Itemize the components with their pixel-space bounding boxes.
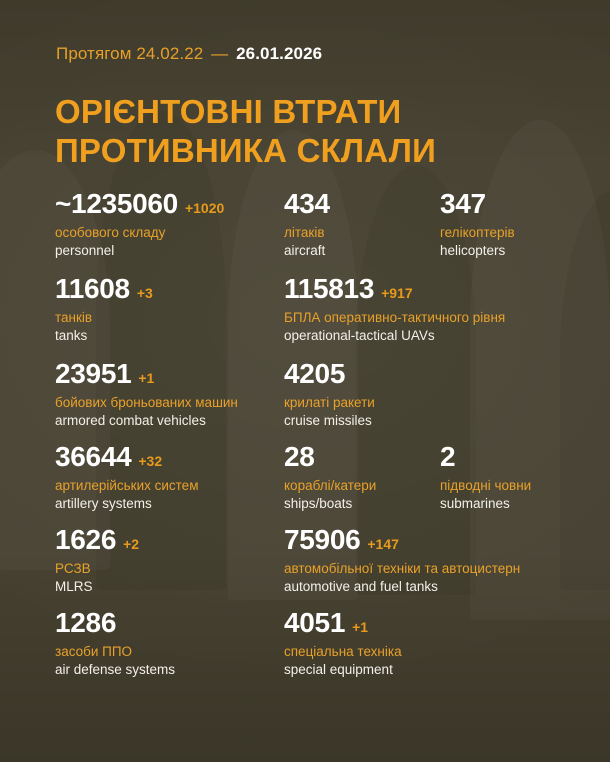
- stat-label-ua: танків: [55, 310, 93, 325]
- stat-value: 1286: [55, 607, 117, 638]
- stat-label-en: special equipment: [284, 661, 393, 677]
- dateline: Протягом 24.02.22 — 26.01.2026: [56, 44, 322, 64]
- stat-label-en: armored combat vehicles: [55, 412, 206, 428]
- stat-label-ua: БПЛА оперативно-тактичного рівня: [284, 310, 506, 325]
- stats-row: 1626 +2 РСЗВ MLRS 75906 +147 автомобільн…: [0, 526, 610, 609]
- stat-label-en: submarines: [440, 495, 510, 511]
- stat-artillery-systems: 36644 +32 артилерійських систем artiller…: [55, 443, 198, 513]
- stat-label-ua: бойових броньованих машин: [55, 395, 238, 410]
- stats-row: 36644 +32 артилерійських систем artiller…: [0, 443, 610, 526]
- stat-value-line: 23951 +1: [55, 360, 238, 392]
- stat-label-en: aircraft: [284, 242, 326, 258]
- stat-special-equipment: 4051 +1 спеціальна техніка special equip…: [284, 609, 402, 679]
- stat-value: 2: [440, 441, 456, 472]
- stat-automotive-fuel-tanks: 75906 +147 автомобільної техніки та авто…: [284, 526, 520, 596]
- stat-value: 28: [284, 441, 315, 472]
- stat-delta: +3: [136, 285, 153, 301]
- stat-submarines: 2 підводні човни submarines: [440, 443, 531, 513]
- stat-aircraft: 434 літаків aircraft: [284, 190, 337, 260]
- stat-ships-boats: 28 кораблі/катери ships/boats: [284, 443, 376, 513]
- stat-label-ua: спеціальна техніка: [284, 644, 402, 659]
- stat-label-ua: гелікоптерів: [440, 225, 515, 240]
- date-start: 24.02.22: [136, 44, 204, 63]
- stat-delta: +917: [381, 285, 413, 301]
- stat-uavs: 115813 +917 БПЛА оперативно-тактичного р…: [284, 275, 505, 345]
- page-title: ОРІЄНТОВНІ ВТРАТИ ПРОТИВНИКА СКЛАЛИ: [55, 92, 436, 171]
- stat-label-ua: підводні човни: [440, 478, 532, 493]
- date-prefix: Протягом: [56, 44, 132, 63]
- stat-value: 75906: [284, 524, 361, 555]
- stat-air-defense-systems: 1286 засоби ППО air defense systems: [55, 609, 175, 679]
- stat-value-line: 2: [440, 443, 531, 475]
- stat-delta: +2: [123, 536, 140, 552]
- stat-label-en: automotive and fuel tanks: [284, 578, 438, 594]
- stat-label-ua: автомобільної техніки та автоцистерн: [284, 561, 521, 576]
- stat-label-ua: особового складу: [55, 225, 166, 240]
- stat-value-line: 28: [284, 443, 376, 475]
- stat-label-en: cruise missiles: [284, 412, 372, 428]
- stat-label-ua: кораблі/катери: [284, 478, 377, 493]
- stat-value-line: 4205: [284, 360, 375, 392]
- stat-label-ua: засоби ППО: [55, 644, 133, 659]
- stat-value-line: 115813 +917: [284, 275, 505, 307]
- stat-label-en: personnel: [55, 242, 115, 258]
- stat-cruise-missiles: 4205 крилаті ракети cruise missiles: [284, 360, 375, 430]
- stat-label-en: tanks: [55, 327, 88, 343]
- stat-value-line: 347: [440, 190, 515, 222]
- date-dash: —: [211, 44, 229, 63]
- stat-personnel: ~1235060 +1020 особового складу personne…: [55, 190, 224, 260]
- stats-row: ~1235060 +1020 особового складу personne…: [0, 190, 610, 275]
- stat-value: 1626: [55, 524, 117, 555]
- stat-value-line: ~1235060 +1020: [55, 190, 224, 222]
- stat-delta: +1020: [184, 200, 225, 216]
- stat-mlrs: 1626 +2 РСЗВ MLRS: [55, 526, 139, 596]
- stat-armored-combat-vehicles: 23951 +1 бойових броньованих машин armor…: [55, 360, 238, 430]
- stat-delta: +147: [367, 536, 399, 552]
- date-end: 26.01.2026: [236, 44, 323, 63]
- stat-value: 4051: [284, 607, 346, 638]
- stat-delta: +1: [138, 370, 155, 386]
- stat-value: ~1235060: [55, 188, 178, 219]
- stat-value: 11608: [55, 273, 130, 304]
- stat-label-en: operational-tactical UAVs: [284, 327, 435, 343]
- stat-value-line: 434: [284, 190, 337, 222]
- stat-value: 36644: [55, 441, 132, 472]
- stat-label-ua: крилаті ракети: [284, 395, 375, 410]
- stat-delta: +32: [138, 453, 163, 469]
- stat-value-line: 36644 +32: [55, 443, 198, 475]
- stat-label-en: helicopters: [440, 242, 506, 258]
- stats-row: 11608 +3 танків tanks 115813 +917 БПЛА о…: [0, 275, 610, 360]
- stat-value-line: 75906 +147: [284, 526, 520, 558]
- stat-value-line: 1626 +2: [55, 526, 139, 558]
- stat-label-ua: артилерійських систем: [55, 478, 199, 493]
- stat-label-en: ships/boats: [284, 495, 353, 511]
- stat-value: 23951: [55, 358, 132, 389]
- stat-label-en: artillery systems: [55, 495, 152, 511]
- stats-grid: ~1235060 +1020 особового складу personne…: [0, 190, 610, 692]
- stat-helicopters: 347 гелікоптерів helicopters: [440, 190, 515, 260]
- stat-value: 4205: [284, 358, 346, 389]
- stat-value: 347: [440, 188, 486, 219]
- stat-label-ua: літаків: [284, 225, 325, 240]
- stat-delta: +1: [352, 619, 369, 635]
- stat-label-en: MLRS: [55, 578, 93, 594]
- stats-row: 1286 засоби ППО air defense systems 4051…: [0, 609, 610, 692]
- title-line-1: ОРІЄНТОВНІ ВТРАТИ: [55, 93, 402, 131]
- stat-tanks: 11608 +3 танків tanks: [55, 275, 153, 345]
- stat-value: 115813: [284, 273, 375, 304]
- stat-value-line: 11608 +3: [55, 275, 153, 307]
- title-line-2: ПРОТИВНИКА СКЛАЛИ: [55, 132, 436, 170]
- stat-label-ua: РСЗВ: [55, 561, 91, 576]
- stats-row: 23951 +1 бойових броньованих машин armor…: [0, 360, 610, 443]
- stat-label-en: air defense systems: [55, 661, 176, 677]
- stat-value: 434: [284, 188, 330, 219]
- stat-value-line: 1286: [55, 609, 175, 641]
- stat-value-line: 4051 +1: [284, 609, 402, 641]
